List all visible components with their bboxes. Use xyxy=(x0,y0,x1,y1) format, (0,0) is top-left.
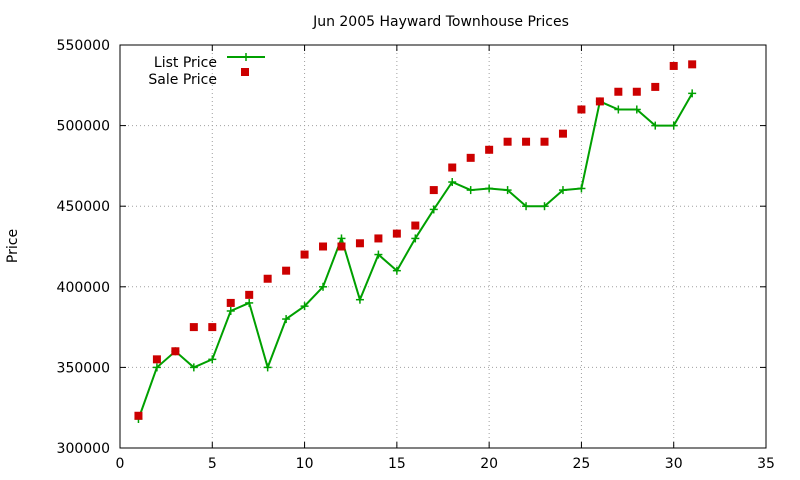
x-tick-label: 30 xyxy=(665,456,683,472)
plot-frame xyxy=(119,44,767,449)
list-price-point xyxy=(411,234,420,243)
list-price-point xyxy=(466,186,475,195)
y-tick-label: 550000 xyxy=(57,38,110,54)
legend-label: List Price xyxy=(154,55,217,71)
sale-price-point xyxy=(651,82,660,91)
list-price-point xyxy=(558,186,567,195)
sale-price-point xyxy=(152,355,161,364)
y-axis-label: Price xyxy=(5,229,21,263)
sale-price-point xyxy=(392,229,401,238)
sale-price-point xyxy=(245,290,254,299)
chart-title: Jun 2005 Hayward Townhouse Prices xyxy=(312,14,569,30)
list-price-point xyxy=(577,184,586,193)
sale-price-point xyxy=(208,323,217,332)
sale-price-point xyxy=(171,347,180,356)
axes: 0 5 10 15 20 25 30 35 300000 350000 400000 450000 50… xyxy=(57,38,775,472)
sale-price-point xyxy=(558,129,567,138)
sale-price-point xyxy=(466,153,475,162)
sale-price-point xyxy=(134,411,143,420)
list-price-point xyxy=(226,306,235,315)
legend-plus-swatch xyxy=(242,53,250,61)
list-price-point xyxy=(540,202,549,211)
sale-price-point xyxy=(319,242,328,251)
gridlines xyxy=(120,45,766,448)
list-price-point xyxy=(429,205,438,214)
sale-price-point xyxy=(429,186,438,195)
sale-price-point xyxy=(522,137,531,146)
sale-price-point xyxy=(448,163,457,172)
sale-price-point xyxy=(300,250,309,259)
list-price-point xyxy=(152,363,161,372)
sale-price-point xyxy=(355,239,364,248)
sale-price-point xyxy=(540,137,549,146)
list-price-point xyxy=(503,186,512,195)
list-price-point xyxy=(300,302,309,311)
sale-price-point xyxy=(614,87,623,96)
sale-price-point xyxy=(226,298,235,307)
list-price-line xyxy=(137,92,694,420)
y-tick-label: 450000 xyxy=(57,199,110,215)
x-tick-label: 0 xyxy=(116,456,125,472)
y-tick-label: 300000 xyxy=(57,441,110,457)
sale-price-point xyxy=(485,145,494,154)
series-list-price xyxy=(134,89,697,423)
list-price-point xyxy=(392,266,401,275)
list-price-point xyxy=(282,315,291,324)
list-price-point xyxy=(319,282,328,291)
series-sale-price xyxy=(134,60,697,420)
sale-price-point xyxy=(577,105,586,114)
list-price-point xyxy=(688,89,697,98)
sale-price-point xyxy=(632,87,641,96)
y-tick-label: 350000 xyxy=(57,360,110,376)
list-price-point xyxy=(208,355,217,364)
x-tick-label: 35 xyxy=(757,456,775,472)
list-price-point xyxy=(245,298,254,307)
sale-price-point xyxy=(337,242,346,251)
list-price-point xyxy=(669,121,678,130)
legend-square-swatch xyxy=(241,68,249,76)
list-price-point xyxy=(522,202,531,211)
x-tick-label: 5 xyxy=(208,456,217,472)
list-price-point xyxy=(337,234,346,243)
sale-price-point xyxy=(595,97,604,106)
legend-label: Sale Price xyxy=(148,72,217,88)
list-price-point xyxy=(189,363,198,372)
x-tick-label: 20 xyxy=(480,456,498,472)
list-price-point xyxy=(448,178,457,187)
sale-price-point xyxy=(688,60,697,69)
sale-price-point xyxy=(374,234,383,243)
sale-price-point xyxy=(411,221,420,230)
y-tick-label: 400000 xyxy=(57,280,110,296)
x-tick-label: 15 xyxy=(388,456,406,472)
list-price-point xyxy=(263,363,272,372)
list-price-point xyxy=(651,121,660,130)
sale-price-point xyxy=(503,137,512,146)
sale-price-point xyxy=(263,274,272,283)
series xyxy=(134,60,697,423)
sale-price-point xyxy=(189,323,198,332)
sale-price-point xyxy=(669,61,678,70)
list-price-point xyxy=(355,295,364,304)
y-tick-label: 500000 xyxy=(57,119,110,135)
list-price-point xyxy=(485,184,494,193)
sale-price-point xyxy=(282,266,291,275)
list-price-point xyxy=(632,105,641,114)
x-tick-label: 25 xyxy=(573,456,591,472)
x-tick-label: 10 xyxy=(296,456,314,472)
list-price-point xyxy=(614,105,623,114)
list-price-point xyxy=(374,250,383,259)
